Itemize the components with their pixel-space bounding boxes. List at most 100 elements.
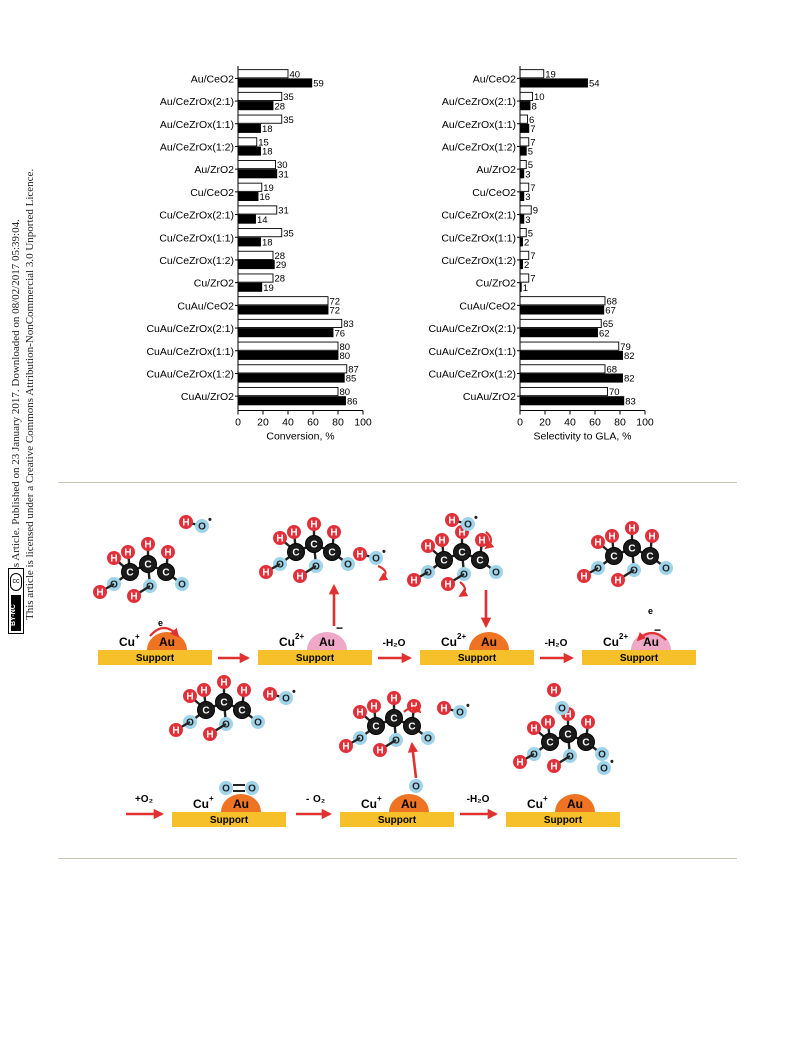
atom-h <box>591 535 605 549</box>
atom-symbol: H <box>342 742 349 753</box>
atom-c <box>121 563 139 581</box>
data-label: 18 <box>262 124 273 135</box>
atom-h <box>259 565 273 579</box>
atom-symbol: O <box>248 784 256 795</box>
atom-o <box>175 577 189 591</box>
data-label: 35 <box>283 115 294 126</box>
atom-symbol: O <box>282 694 290 705</box>
atom-o <box>597 761 611 775</box>
atom-h <box>127 589 141 603</box>
atom-symbol: O <box>344 560 352 571</box>
category-label: Cu/ZrO2 <box>476 278 516 290</box>
atom-symbol: H <box>648 532 655 543</box>
x-tick-label: 0 <box>517 417 523 429</box>
x-tick-label: 100 <box>354 417 372 429</box>
radical-dot: • <box>466 700 470 712</box>
atom-o <box>195 519 209 533</box>
data-label: 30 <box>277 160 288 171</box>
support-label: Support <box>210 815 249 826</box>
atom-h <box>407 573 421 587</box>
step-label-h2o: -H₂O <box>545 638 568 649</box>
data-label: 87 <box>348 364 359 375</box>
atom-c <box>139 555 157 573</box>
radical-dot: • <box>610 756 614 768</box>
radical-dot: • <box>474 512 478 524</box>
atom-symbol: H <box>144 540 151 551</box>
au-particle <box>307 632 347 650</box>
atom-o <box>245 781 259 795</box>
atom-h <box>263 687 277 701</box>
atom-symbol: H <box>516 758 523 769</box>
atom-o <box>279 691 293 705</box>
atom-symbol: H <box>628 524 635 535</box>
atom-h <box>577 569 591 583</box>
category-label: Cu/CeZrOx(2:1) <box>159 210 234 222</box>
atom-h <box>237 683 251 697</box>
data-label: 31 <box>278 169 289 180</box>
divider-top <box>58 482 737 483</box>
atom-symbol: H <box>550 762 557 773</box>
cu-charge: + <box>377 794 382 803</box>
atom-symbol: H <box>410 576 417 587</box>
support-block <box>582 650 696 665</box>
data-label: 72 <box>330 306 341 317</box>
atom-h <box>353 547 367 561</box>
minus-charge: − <box>336 621 343 635</box>
atom-symbol: H <box>550 686 557 697</box>
atom-symbol: H <box>262 568 269 579</box>
atom-symbol: O <box>598 750 606 761</box>
category-label: Au/CeO2 <box>473 73 516 85</box>
atom-symbol: H <box>438 536 445 547</box>
x-tick-label: 20 <box>257 417 269 429</box>
category-label: CuAu/CeZrOx(2:1) <box>428 323 516 335</box>
data-label: 18 <box>262 147 273 158</box>
data-label: 83 <box>625 396 636 407</box>
cu-label: Cu <box>361 797 377 811</box>
atom-symbol: C <box>310 540 317 551</box>
electron-shift-arrow <box>484 531 495 550</box>
support-label: Support <box>544 815 583 826</box>
au-label: Au <box>567 797 583 811</box>
license-sidebar: Open Access Article. Published on 23 Jan… <box>0 0 60 720</box>
data-label: 7 <box>530 183 535 194</box>
atom-symbol: O <box>662 564 670 575</box>
atom-h <box>625 521 639 535</box>
data-label: 28 <box>275 251 286 262</box>
atom-symbol: H <box>370 702 377 713</box>
data-label: 80 <box>340 351 351 362</box>
data-label: 19 <box>263 183 274 194</box>
atom-h <box>293 569 307 583</box>
atom-symbol: H <box>440 704 447 715</box>
atom-symbol: O <box>178 580 186 591</box>
support-label: Support <box>620 653 659 664</box>
atom-c <box>471 551 489 569</box>
atom-symbol: H <box>448 516 455 527</box>
atom-symbol: C <box>390 714 397 725</box>
atom-h <box>387 691 401 705</box>
atom-o <box>659 561 673 575</box>
category-label: CuAu/CeZrOx(1:2) <box>428 368 516 380</box>
category-label: Cu/CeO2 <box>190 187 234 199</box>
category-label: CuAu/CeO2 <box>459 300 516 312</box>
electron-shift-arrow <box>403 703 422 714</box>
data-label: 6 <box>529 115 534 126</box>
atom-symbol: H <box>614 576 621 587</box>
data-label: 86 <box>347 396 358 407</box>
x-axis-label: Selectivity to GLA, % <box>533 431 631 443</box>
atom-symbol: C <box>220 698 227 709</box>
atom-symbol: O <box>492 568 500 579</box>
x-tick-label: 100 <box>636 417 654 429</box>
au-label: Au <box>643 635 659 649</box>
atom-c <box>641 547 659 565</box>
atom-symbol: O <box>600 764 608 775</box>
atom-c <box>403 717 421 735</box>
cc-license-badge[interactable]: cc BY-NC <box>8 568 24 634</box>
category-label: Au/ZrO2 <box>476 164 516 176</box>
data-label: 2 <box>524 260 529 271</box>
data-label: 3 <box>525 192 530 203</box>
atom-symbol: H <box>186 692 193 703</box>
radical-dot: • <box>382 546 386 558</box>
atom-o <box>341 557 355 571</box>
